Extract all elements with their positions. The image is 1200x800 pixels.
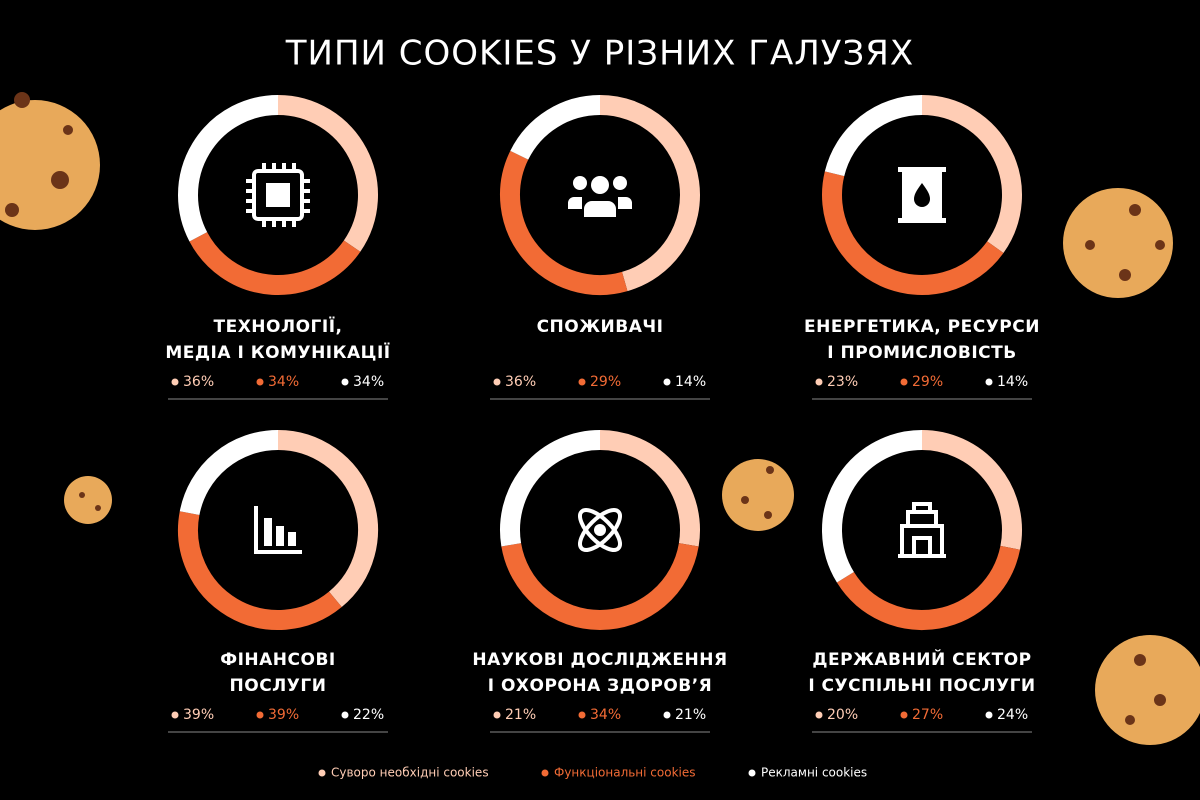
legend-dot bbox=[256, 378, 264, 386]
icons bbox=[246, 163, 946, 558]
donut-segment bbox=[836, 545, 1021, 630]
legend-dot bbox=[900, 711, 908, 719]
donut-segment bbox=[510, 95, 601, 160]
chart-title: ДЕРЖАВНИЙ СЕКТОР bbox=[812, 648, 1031, 670]
legend-dot bbox=[663, 378, 671, 386]
legend-dot bbox=[748, 769, 756, 777]
chart-title: І ПРОМИСЛОВІСТЬ bbox=[827, 343, 1016, 363]
chart-card: ЕНЕРГЕТИКА, РЕСУРСИ І ПРОМИСЛОВІСТЬ 23% 29%… bbox=[804, 95, 1040, 400]
legend: Суворо необхідні cookies Функціональні co… bbox=[318, 766, 867, 780]
value-label: 34% bbox=[353, 374, 384, 390]
legend-dot bbox=[493, 711, 501, 719]
donut-segment bbox=[189, 231, 361, 295]
donut-segment bbox=[822, 171, 1004, 295]
donut-segment bbox=[501, 542, 699, 630]
cookies-decor bbox=[0, 92, 1200, 745]
value-label: 39% bbox=[268, 707, 299, 723]
donut-segment bbox=[277, 95, 378, 252]
chart-title: І СУСПІЛЬНІ ПОСЛУГИ bbox=[808, 676, 1035, 696]
donut-segment bbox=[921, 430, 1022, 550]
chart-title: СПОЖИВАЧІ bbox=[537, 317, 664, 337]
chart-title: ФІНАНСОВІ bbox=[220, 650, 336, 670]
chart-card: ТЕХНОЛОГІЇ, МЕДІА І КОМУНІКАЦІЇ 36% 34% 34% bbox=[165, 95, 390, 400]
legend-dot bbox=[900, 378, 908, 386]
legend-dot bbox=[578, 378, 586, 386]
value-label: 27% bbox=[912, 707, 943, 723]
legend-dot bbox=[171, 711, 179, 719]
legend-label: Функціональні cookies bbox=[554, 766, 696, 780]
chart-title: МЕДІА І КОМУНІКАЦІЇ bbox=[165, 341, 390, 363]
donut-segment bbox=[277, 430, 378, 608]
value-label: 24% bbox=[997, 707, 1028, 723]
value-label: 14% bbox=[675, 374, 706, 390]
legend-dot bbox=[985, 711, 993, 719]
legend-dot bbox=[578, 711, 586, 719]
value-label: 29% bbox=[912, 374, 943, 390]
donut-segment bbox=[500, 430, 601, 547]
value-label: 34% bbox=[590, 707, 621, 723]
donut-segment bbox=[822, 430, 923, 583]
value-label: 29% bbox=[590, 374, 621, 390]
page-title: ТИПИ COOKIES У РІЗНИХ ГАЛУЗЯХ bbox=[285, 34, 914, 74]
chart-title: ЕНЕРГЕТИКА, РЕСУРСИ bbox=[804, 317, 1040, 337]
legend-label: Суворо необхідні cookies bbox=[331, 766, 489, 780]
donut-segment bbox=[921, 95, 1022, 253]
donut-segment bbox=[178, 511, 342, 630]
legend-dot bbox=[256, 711, 264, 719]
chart-card: ФІНАНСОВІ ПОСЛУГИ 39% 39% 22% bbox=[168, 430, 388, 733]
value-label: 22% bbox=[353, 707, 384, 723]
donut-segment bbox=[599, 430, 700, 547]
donut-segment bbox=[599, 95, 700, 292]
donut-segment bbox=[824, 95, 923, 177]
value-label: 21% bbox=[675, 707, 706, 723]
legend-dot bbox=[493, 378, 501, 386]
legend-dot bbox=[318, 769, 326, 777]
legend-dot bbox=[341, 378, 349, 386]
charts: ТЕХНОЛОГІЇ, МЕДІА І КОМУНІКАЦІЇ 36% 34% 34% С… bbox=[165, 95, 1040, 733]
chart-title: І ОХОРОНА ЗДОРОВ’Я bbox=[488, 676, 713, 696]
chart-card: СПОЖИВАЧІ 36% 29% 14% bbox=[490, 95, 710, 400]
chart-card: НАУКОВІ ДОСЛІДЖЕННЯ І ОХОРОНА ЗДОРОВ’Я 21%… bbox=[472, 430, 727, 733]
value-label: 21% bbox=[505, 707, 536, 723]
value-label: 39% bbox=[183, 707, 214, 723]
value-label: 14% bbox=[997, 374, 1028, 390]
chart-card: ДЕРЖАВНИЙ СЕКТОР І СУСПІЛЬНІ ПОСЛУГИ 20% 27… bbox=[808, 430, 1035, 733]
legend-dot bbox=[663, 711, 671, 719]
legend-dot bbox=[541, 769, 549, 777]
legend-label: Рекламні cookies bbox=[761, 766, 867, 780]
value-label: 36% bbox=[505, 374, 536, 390]
legend-dot bbox=[815, 711, 823, 719]
value-label: 36% bbox=[183, 374, 214, 390]
legend-dot bbox=[815, 378, 823, 386]
chart-title: ТЕХНОЛОГІЇ, bbox=[213, 315, 342, 337]
legend-dot bbox=[985, 378, 993, 386]
donut-segment bbox=[179, 430, 279, 516]
donut-segment bbox=[178, 95, 279, 242]
legend-dot bbox=[171, 378, 179, 386]
chart-title: ПОСЛУГИ bbox=[230, 676, 327, 696]
donut-segment bbox=[500, 150, 628, 295]
chart-title: НАУКОВІ ДОСЛІДЖЕННЯ bbox=[472, 650, 727, 670]
value-label: 34% bbox=[268, 374, 299, 390]
legend-dot bbox=[341, 711, 349, 719]
value-label: 23% bbox=[827, 374, 858, 390]
value-label: 20% bbox=[827, 707, 858, 723]
